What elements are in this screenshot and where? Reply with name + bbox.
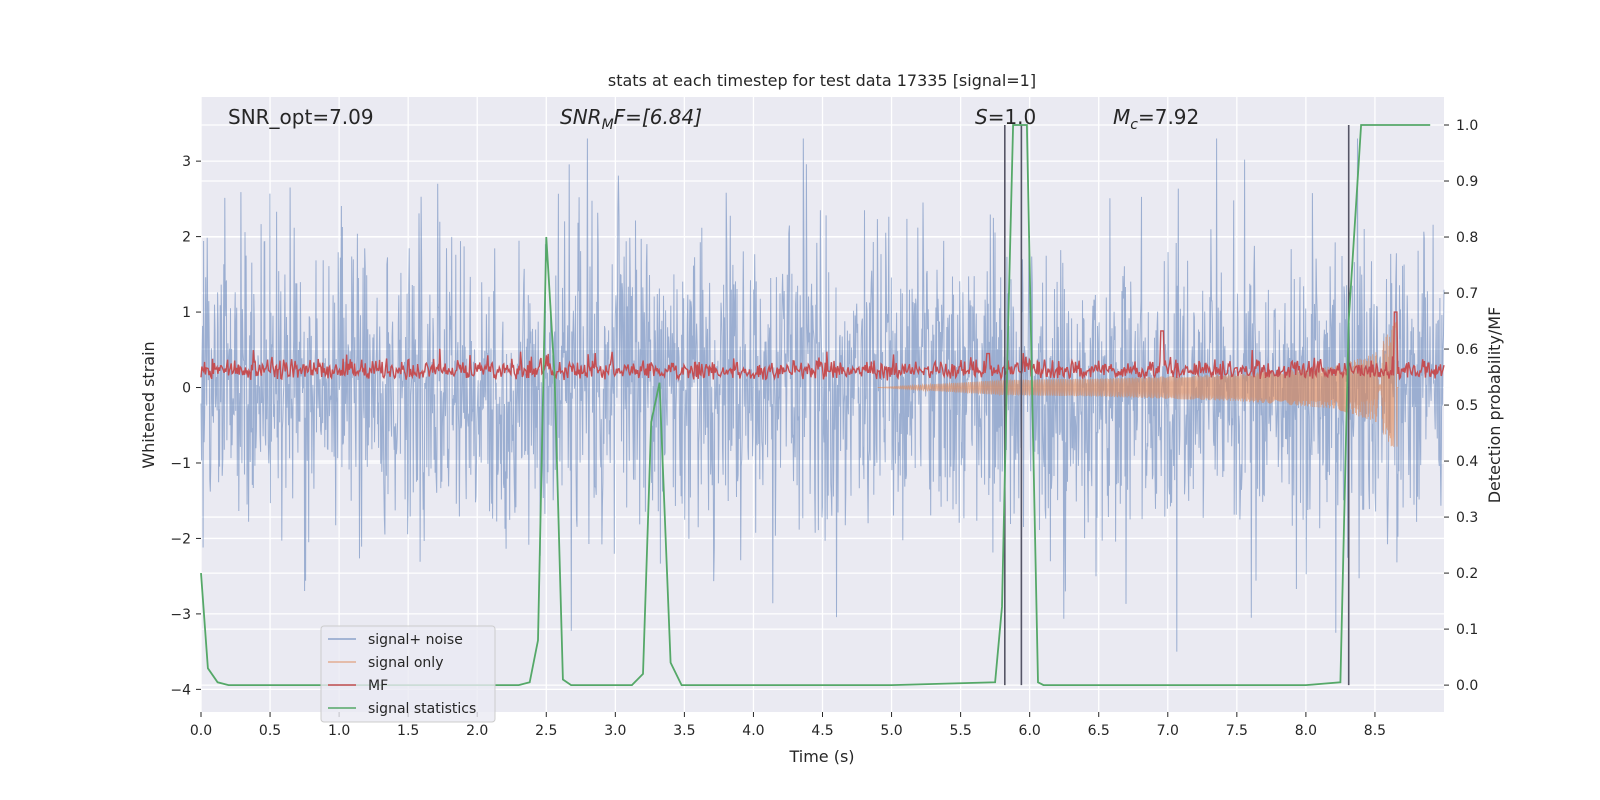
legend-box bbox=[320, 625, 496, 723]
y-right-tick-label: 0.8 bbox=[1456, 230, 1478, 246]
mf-series bbox=[200, 311, 1445, 382]
y-left-tick-label: 1 bbox=[182, 305, 191, 321]
x-tick-label: 2.0 bbox=[466, 723, 488, 739]
annotation-mc: Mc=7.92 bbox=[1113, 105, 1199, 133]
y-axis-label-right: Detection probability/MF bbox=[1485, 307, 1504, 504]
y-right-tick-label: 0.5 bbox=[1456, 398, 1478, 414]
series-line-mf bbox=[200, 311, 1445, 382]
x-tick-label: 4.0 bbox=[742, 723, 764, 739]
chart-title: stats at each timestep for test data 173… bbox=[608, 71, 1036, 90]
x-tick-label: 0.5 bbox=[259, 723, 281, 739]
y-right-tick-label: 0.0 bbox=[1456, 678, 1478, 694]
x-tick-label: 2.5 bbox=[535, 723, 557, 739]
annotation-mc-suffix: =7.92 bbox=[1138, 105, 1199, 129]
annotation-snr-mf-sub: M bbox=[602, 117, 614, 133]
legend-label-signal-statistics: signal statistics bbox=[368, 701, 476, 717]
annotation-snr-opt: SNR_opt=7.09 bbox=[228, 105, 374, 129]
x-tick-label: 5.5 bbox=[949, 723, 971, 739]
x-tick-label: 6.5 bbox=[1088, 723, 1110, 739]
annotation-snr-mf-prefix: SNR bbox=[560, 105, 602, 129]
y-left-tick-labels: −4 −3 −2 −1 0 1 2 3 bbox=[170, 154, 201, 698]
x-tick-label: 4.5 bbox=[811, 723, 833, 739]
series-line-signal-only bbox=[877, 321, 1399, 447]
annotation-snr-mf: SNRMF=[6.84] bbox=[560, 105, 702, 133]
x-tick-label: 5.0 bbox=[880, 723, 902, 739]
annotation-s-prefix: S bbox=[975, 105, 988, 129]
x-tick-label: 1.5 bbox=[397, 723, 419, 739]
x-tick-label: 7.5 bbox=[1226, 723, 1248, 739]
y-right-tick-label: 0.2 bbox=[1456, 566, 1478, 582]
y-right-tick-label: 1.0 bbox=[1456, 118, 1478, 134]
y-left-tick-label: 2 bbox=[182, 230, 191, 246]
x-tick-label: 0.0 bbox=[190, 723, 212, 739]
annotation-s: S=1.0 bbox=[975, 105, 1036, 129]
y-left-tick-label: −2 bbox=[170, 531, 191, 547]
annotation-s-suffix: =1.0 bbox=[988, 105, 1037, 129]
y-right-tick-label: 0.7 bbox=[1456, 286, 1478, 302]
x-tick-label: 1.0 bbox=[328, 723, 350, 739]
x-tick-label: 3.0 bbox=[604, 723, 626, 739]
annotation-snr-mf-suffix: F=[6.84] bbox=[614, 105, 702, 129]
signal-noise-series bbox=[200, 138, 1445, 652]
annotation-mc-prefix: M bbox=[1113, 105, 1130, 129]
y-right-tick-label: 0.3 bbox=[1456, 510, 1478, 526]
y-left-tick-label: −4 bbox=[170, 682, 191, 698]
y-axis-label-left: Whitened strain bbox=[139, 341, 158, 468]
x-tick-label: 7.0 bbox=[1157, 723, 1179, 739]
y-left-tick-label: −3 bbox=[170, 607, 191, 623]
x-tick-label: 6.0 bbox=[1019, 723, 1041, 739]
y-left-tick-label: 0 bbox=[182, 381, 191, 397]
legend: signal+ noise signal only MF signal stat… bbox=[320, 625, 496, 723]
y-right-tick-label: 0.4 bbox=[1456, 454, 1478, 470]
y-right-tick-labels: 0.0 0.1 0.2 0.3 0.4 0.5 0.6 0.7 0.8 0.9 1.0 bbox=[1444, 118, 1478, 694]
vertical-markers bbox=[1004, 125, 1350, 686]
x-tick-label: 3.5 bbox=[673, 723, 695, 739]
x-tick-labels: 0.0 0.5 1.0 1.5 2.0 2.5 3.0 3.5 4.0 4.5 5.0 5.5 6.0 6… bbox=[190, 712, 1386, 739]
legend-label-signal-only: signal only bbox=[368, 655, 443, 671]
y-left-tick-label: −1 bbox=[170, 456, 191, 472]
signal-only-series bbox=[877, 321, 1399, 447]
x-tick-label: 8.5 bbox=[1364, 723, 1386, 739]
legend-label-mf: MF bbox=[368, 678, 388, 694]
y-right-tick-label: 0.6 bbox=[1456, 342, 1478, 358]
y-right-tick-label: 0.9 bbox=[1456, 174, 1478, 190]
x-axis-label: Time (s) bbox=[788, 747, 854, 766]
series-line-signal-noise bbox=[200, 138, 1445, 652]
annotation-mc-sub: c bbox=[1130, 117, 1138, 133]
y-right-tick-label: 0.1 bbox=[1456, 622, 1478, 638]
y-left-tick-label: 3 bbox=[182, 154, 191, 170]
legend-label-signal-noise: signal+ noise bbox=[368, 632, 463, 648]
x-tick-label: 8.0 bbox=[1295, 723, 1317, 739]
